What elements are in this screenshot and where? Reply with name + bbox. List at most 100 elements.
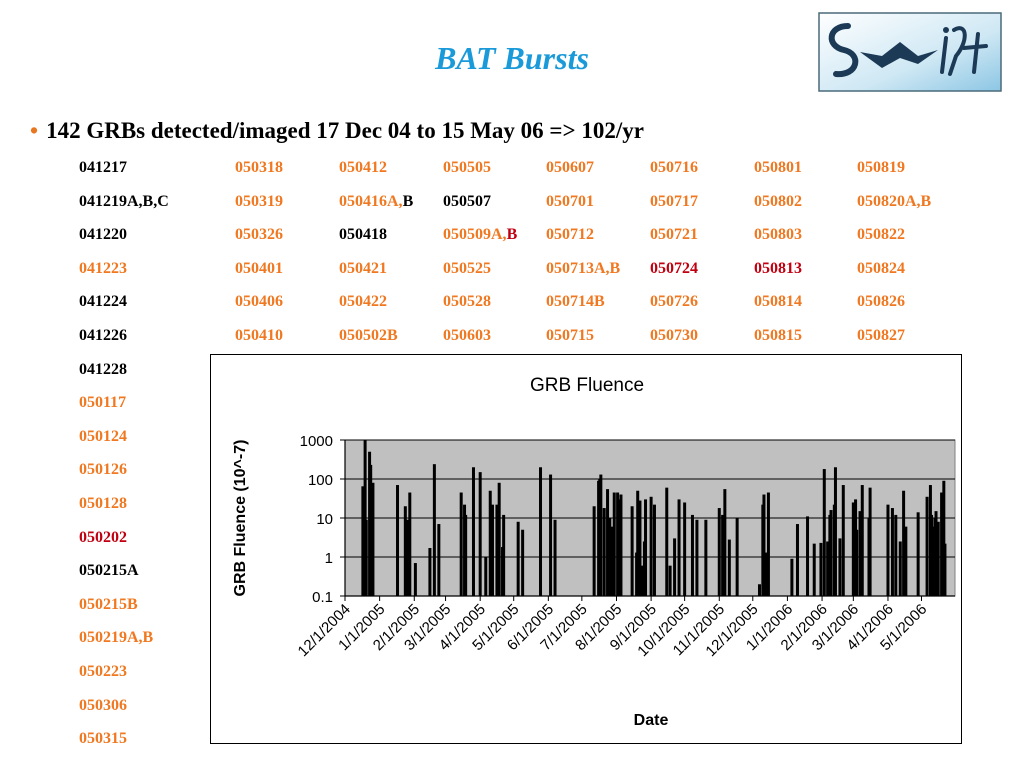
- fluence-bar: [936, 521, 940, 596]
- fluence-bar: [762, 494, 766, 596]
- grb-entry: 050507: [443, 193, 491, 211]
- grb-entry: 050502B: [339, 327, 398, 345]
- y-tick-label: 100: [308, 472, 333, 489]
- grb-entry: 050721: [650, 226, 698, 244]
- grb-id: 041224: [79, 293, 127, 311]
- grb-entry: 050219A,B: [79, 629, 153, 647]
- fluence-bar: [855, 529, 859, 596]
- grb-entry: 050421: [339, 260, 387, 278]
- grb-id: 041220: [79, 226, 127, 244]
- grb-entry: 050525: [443, 260, 491, 278]
- grb-id: 050215A: [79, 562, 139, 580]
- fluence-bar: [894, 514, 898, 596]
- grb-entry: 050401: [235, 260, 283, 278]
- grb-id: 050412: [339, 159, 387, 176]
- fluence-bar: [868, 487, 872, 596]
- fluence-bar: [617, 499, 621, 596]
- grb-id: 050117: [79, 394, 127, 412]
- fluence-bar: [396, 485, 400, 596]
- grb-id: 050801: [754, 159, 802, 176]
- grb-entry: 050801: [754, 159, 802, 177]
- fluence-bar: [638, 500, 642, 596]
- grb-entry: 050701: [546, 193, 594, 211]
- grb-entry: 050712: [546, 226, 594, 244]
- grb-id-suffix: B: [402, 192, 414, 210]
- grb-entry: 050813: [754, 260, 802, 278]
- bullet-dot-icon: •: [30, 118, 39, 143]
- fluence-bar: [930, 514, 934, 596]
- grb-id: 050509A,: [443, 226, 507, 244]
- grb-entry: 050406: [235, 293, 283, 311]
- fluence-bar: [549, 474, 553, 596]
- grb-id: 050401: [235, 259, 283, 277]
- grb-id: 041219A,B,C: [79, 192, 169, 210]
- fluence-bar: [608, 518, 612, 596]
- y-tick-label: 10: [316, 511, 333, 528]
- fluence-bar: [886, 504, 890, 596]
- grb-entry: 050319: [235, 193, 283, 211]
- grb-entry: 050603: [443, 327, 491, 345]
- grb-id: 050315: [79, 730, 127, 748]
- fluence-bar: [619, 494, 623, 596]
- x-axis-label: Date: [634, 712, 669, 729]
- grb-entry: 050416A,B: [339, 193, 413, 211]
- grb-id: 050826: [857, 293, 905, 311]
- fluence-bar: [484, 557, 488, 596]
- grb-id: 050822: [857, 226, 905, 244]
- grb-entry: 050215A: [79, 562, 139, 580]
- fluence-bar: [819, 542, 823, 596]
- fluence-bar: [490, 504, 494, 596]
- grb-entry: 050824: [857, 260, 905, 278]
- fluence-bar: [890, 508, 894, 596]
- grb-id: 041217: [79, 159, 127, 176]
- y-tick-label: 1: [325, 550, 333, 567]
- grb-entry: 050714B: [546, 293, 605, 311]
- grb-entry: 050822: [857, 226, 905, 244]
- fluence-bar: [363, 440, 367, 596]
- grb-id: 050219A,B: [79, 629, 154, 647]
- fluence-chart-svg: GRB Fluence Date GRB Fluence (10^-7) 100…: [232, 375, 956, 729]
- fluence-bar: [497, 482, 501, 596]
- fluence-bar: [904, 526, 908, 596]
- fluence-bar: [721, 514, 725, 596]
- grb-id: 050128: [79, 495, 127, 512]
- grb-id: 050717: [650, 192, 698, 210]
- fluence-bar: [364, 519, 368, 596]
- grb-id: 050726: [650, 293, 698, 311]
- fluence-bar: [432, 464, 436, 596]
- fluence-bar: [652, 504, 656, 596]
- grb-id: 050712: [546, 226, 594, 244]
- grb-entry: 050528: [443, 293, 491, 311]
- fluence-bar: [495, 504, 499, 596]
- summary-text: 142 GRBs detected/imaged 17 Dec 04 to 15…: [46, 118, 644, 143]
- fluence-bar: [766, 492, 770, 596]
- grb-entry: 050724: [650, 260, 698, 278]
- grb-entry: 041220: [79, 226, 127, 244]
- grb-id: 050306: [79, 696, 127, 714]
- grb-entry: 050412: [339, 159, 387, 177]
- fluence-bar: [757, 584, 761, 596]
- fluence-bar: [833, 467, 837, 596]
- grb-id: 050319: [235, 192, 283, 210]
- grb-entry: 050803: [754, 226, 802, 244]
- grb-id: 041228: [79, 360, 127, 378]
- grb-entry: 050124: [79, 428, 127, 446]
- fluence-bar: [478, 472, 482, 596]
- grb-id: 050502B: [339, 327, 398, 344]
- grb-id: 050416A,: [339, 192, 403, 210]
- fluence-bar: [795, 524, 799, 596]
- grb-entry: 050117: [79, 394, 126, 412]
- fluence-bar: [790, 558, 794, 596]
- grb-entry: 050128: [79, 495, 127, 513]
- y-tick-label: 0.1: [312, 589, 333, 606]
- grb-entry: 050717: [650, 193, 698, 211]
- grb-id: 050507: [443, 192, 491, 210]
- grb-id: 050824: [857, 259, 905, 277]
- grb-id: 050819: [857, 159, 905, 176]
- grb-id: 050721: [650, 226, 698, 244]
- grb-entry: 050315: [79, 730, 127, 748]
- grb-entry: 050726: [650, 293, 698, 311]
- fluence-bar: [838, 538, 842, 596]
- fluence-bar: [665, 487, 669, 596]
- grb-id: 050406: [235, 293, 283, 311]
